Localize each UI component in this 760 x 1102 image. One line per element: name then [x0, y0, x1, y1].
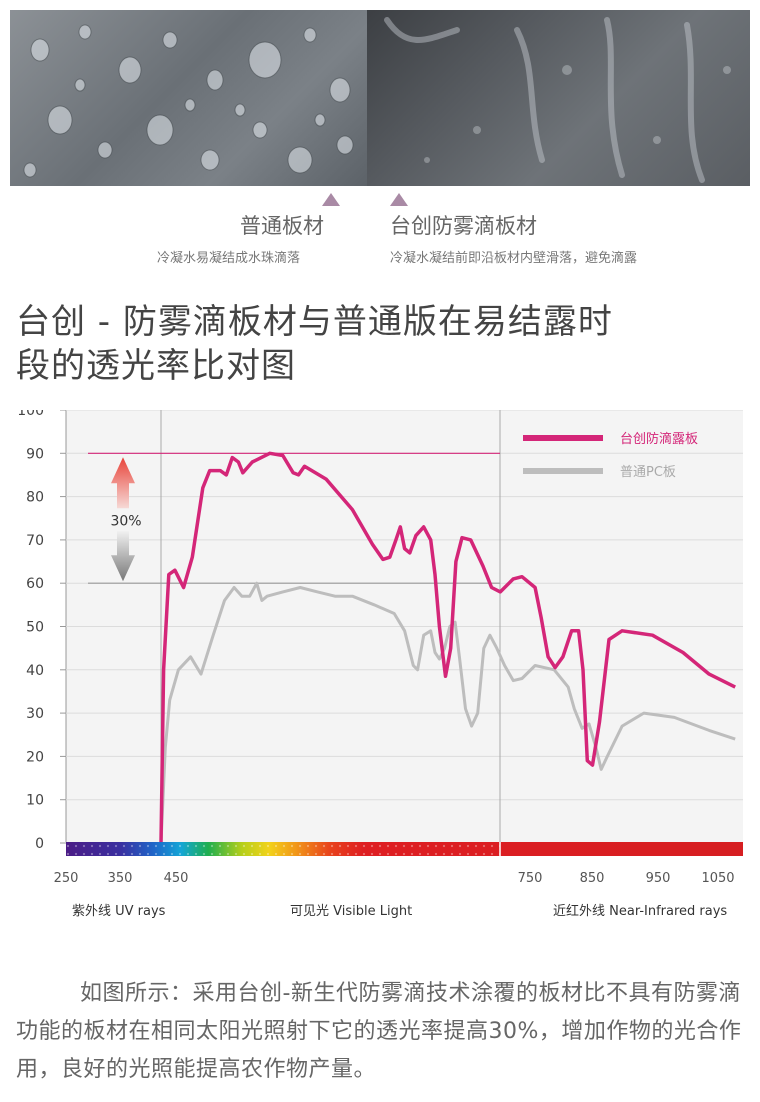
antifog-panel-photo: [367, 10, 750, 186]
legend-label-antifog: 台创防滴露板: [620, 431, 698, 447]
ordinary-panel-title: 普通板材: [240, 214, 324, 238]
arrow-up-icon: [111, 457, 135, 509]
spectrum-dots: [66, 842, 500, 856]
x-tick-label: 250: [54, 871, 79, 886]
legend: 台创防滴露板 普通PC板: [523, 431, 698, 480]
region-label-visible: 可见光 Visible Light: [290, 904, 412, 919]
antifog-panel-subtitle: 冷凝水凝结前即沿板材内壁滑落，避免滴露: [390, 251, 638, 266]
arrow-down-icon: [111, 531, 135, 582]
ordinary-panel-subtitle: 冷凝水易凝结成水珠滴落: [157, 251, 301, 266]
x-tick-label: 350: [108, 871, 133, 886]
x-tick-label: 750: [518, 871, 543, 886]
x-tick-label: 450: [164, 871, 189, 886]
y-tick-label: 0: [35, 836, 44, 852]
series-antifog-line: [159, 451, 736, 844]
y-tick-label: 30: [26, 706, 44, 722]
y-tick-label: 20: [26, 749, 44, 765]
legend-swatch-ordinary: [523, 468, 603, 474]
y-tick-label: 100: [17, 410, 44, 419]
series-ordinary-pc-line: [159, 581, 736, 844]
water-streaks-right: [384, 17, 731, 183]
x-tick-labels: 250 350 450 750 850 950 1050: [54, 871, 735, 886]
y-tick-label: 80: [26, 490, 44, 506]
page-title: 台创 - 防雾滴板材与普通版在易结露时 段的透光率比对图: [16, 300, 716, 388]
region-label-uv: 紫外线 UV rays: [72, 904, 166, 919]
y-tick-label: 90: [26, 446, 44, 462]
x-tick-label: 950: [646, 871, 671, 886]
transmittance-chart: 0 10 20 30 40 50 60 70 80 90 100 30% 台创防滴露板 普通PC板 …: [0, 403, 760, 930]
legend-swatch-antifog: [523, 435, 603, 441]
water-droplets-left: [23, 24, 354, 178]
page-title-line2: 段的透光率比对图: [16, 346, 296, 386]
description-paragraph: 如图所示：采用台创-新生代防雾滴技术涂覆的板材比不具有防雾滴功能的板材在相同太阳…: [16, 981, 742, 1082]
y-tick-label: 40: [26, 663, 44, 679]
y-tick-label: 10: [26, 793, 44, 809]
x-tick-label: 850: [580, 871, 605, 886]
comparison-photos: [10, 10, 750, 186]
antifog-panel-title: 台创防雾滴板材: [390, 214, 537, 238]
region-label-nir: 近红外线 Near-Infrared rays: [553, 903, 727, 919]
legend-label-ordinary: 普通PC板: [620, 465, 676, 480]
x-tick-label: 1050: [701, 871, 734, 886]
left-pointer-icon: [322, 193, 340, 206]
y-tick-label: 60: [26, 576, 44, 592]
difference-label: 30%: [110, 513, 141, 529]
y-tick-label: 70: [26, 533, 44, 549]
difference-arrow: 30%: [110, 457, 142, 582]
ordinary-panel-photo: [10, 10, 367, 186]
right-pointer-icon: [390, 193, 408, 206]
y-tick-labels: 0 10 20 30 40 50 60 70 80 90 100: [17, 403, 44, 852]
y-tick-label: 50: [26, 620, 44, 636]
page-title-line1: 台创 - 防雾滴板材与普通版在易结露时: [16, 302, 613, 342]
